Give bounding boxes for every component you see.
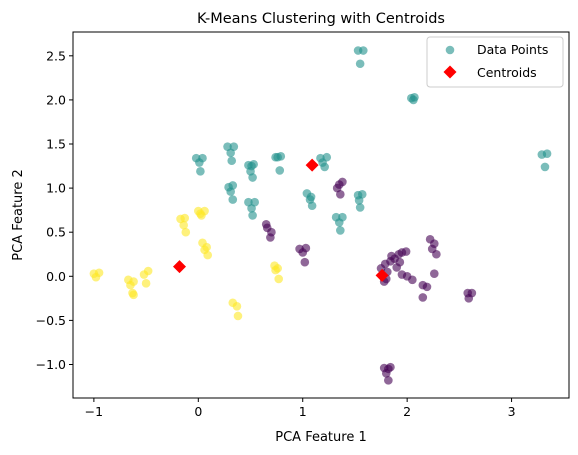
data-point-cluster-1: [247, 204, 256, 213]
x-tick-label: −1: [85, 404, 103, 419]
data-point-cluster-1: [334, 218, 344, 227]
data-point-cluster-2: [179, 220, 188, 230]
legend-box: [426, 36, 564, 88]
data-point-cluster-0: [422, 282, 432, 292]
data-point-cluster-0: [429, 269, 439, 278]
legend: Data Points Centroids: [426, 36, 564, 88]
data-point-cluster-2: [232, 301, 242, 311]
centroid-markers: [173, 158, 389, 282]
y-tick-label: 0.0: [46, 269, 66, 284]
centroid-marker: [375, 268, 389, 282]
x-tick-label: 3: [508, 404, 516, 419]
data-point-cluster-1: [355, 203, 365, 212]
legend-marker-data-points: [445, 45, 455, 55]
legend-label-centroids: Centroids: [477, 65, 537, 80]
centroid-marker: [173, 260, 187, 274]
centroid-marker: [305, 158, 319, 172]
y-axis-label: PCA Feature 2: [11, 169, 26, 260]
data-point-cluster-2: [181, 227, 191, 237]
data-point-cluster-1: [320, 162, 329, 172]
data-point-cluster-0: [266, 233, 275, 242]
data-point-cluster-1: [358, 46, 368, 55]
legend-marker-centroids: [443, 65, 457, 79]
data-point-cluster-2: [180, 213, 190, 223]
y-tick-label: 2.0: [46, 92, 66, 107]
x-tick-label: 0: [194, 404, 202, 419]
data-point-cluster-1: [195, 158, 204, 167]
data-point-cluster-2: [274, 274, 284, 284]
legend-label-data-points: Data Points: [477, 42, 548, 57]
x-tick-label: 2: [403, 404, 411, 419]
data-point-cluster-1: [249, 159, 258, 169]
x-axis-label: PCA Feature 1: [275, 430, 366, 445]
data-point-cluster-0: [408, 275, 417, 285]
data-point-cluster-1: [228, 195, 238, 204]
y-tick-label: 2.5: [46, 48, 66, 63]
data-point-cluster-1: [540, 162, 550, 172]
data-point-cluster-2: [203, 250, 213, 260]
data-point-cluster-1: [248, 173, 257, 182]
data-point-cluster-0: [418, 293, 428, 302]
y-tick-label: −0.5: [36, 313, 66, 328]
data-point-cluster-0: [401, 247, 411, 256]
data-point-cluster-2: [129, 290, 138, 300]
plot-frame: [72, 31, 570, 399]
data-point-cluster-0: [300, 257, 310, 267]
data-point-cluster-0: [336, 189, 345, 199]
data-point-cluster-1: [273, 152, 282, 162]
data-point-cluster-1: [248, 211, 257, 220]
x-axis-ticks: −1 0 1 2 3: [85, 398, 516, 419]
data-point-cluster-1: [226, 187, 235, 196]
data-point-cluster-1: [409, 95, 418, 105]
data-point-cluster-1: [355, 59, 365, 69]
x-tick-label: 1: [299, 404, 307, 419]
data-point-cluster-0: [386, 362, 395, 372]
data-point-cluster-0: [392, 263, 402, 272]
data-point-cluster-1: [354, 196, 364, 205]
data-point-cluster-1: [336, 226, 345, 235]
y-tick-label: 1.0: [46, 181, 66, 196]
data-point-cluster-0: [432, 249, 441, 259]
data-point-cluster-2: [141, 279, 151, 288]
data-point-cluster-2: [126, 280, 135, 290]
data-point-cluster-1: [226, 148, 235, 158]
data-point-cluster-0: [298, 248, 308, 257]
y-tick-label: 1.5: [46, 137, 66, 152]
data-point-cluster-2: [91, 272, 101, 282]
y-tick-label: 0.5: [46, 225, 66, 240]
data-point-cluster-0: [464, 294, 474, 303]
data-point-cluster-0: [381, 369, 391, 378]
data-point-cluster-1: [542, 149, 552, 159]
data-point-cluster-1: [307, 201, 317, 211]
data-point-cluster-2: [233, 311, 243, 321]
y-axis-ticks: −1.0 −0.5 0.0 0.5 1.0 1.5 2.0 2.5: [36, 48, 73, 372]
data-point-cluster-0: [386, 257, 395, 266]
data-point-cluster-1: [227, 156, 237, 166]
data-point-cluster-2: [271, 265, 280, 275]
data-point-cluster-2: [143, 266, 153, 276]
data-points: [89, 46, 552, 385]
chart-title: K-Means Clustering with Centroids: [197, 11, 445, 27]
data-point-cluster-2: [197, 211, 206, 220]
data-point-cluster-1: [196, 167, 205, 176]
data-point-cluster-0: [384, 376, 393, 385]
y-tick-label: −1.0: [36, 357, 66, 372]
data-point-cluster-1: [275, 166, 285, 175]
